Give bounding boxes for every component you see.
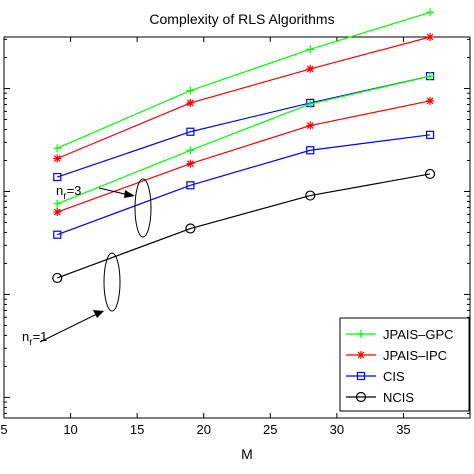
series-line	[57, 173, 431, 279]
series-line	[57, 100, 431, 213]
star-marker	[426, 33, 435, 41]
plus-marker	[306, 45, 315, 54]
nr1-arrowhead	[93, 310, 104, 318]
x-tick-label: 30	[330, 422, 344, 437]
x-tick-label: 15	[130, 422, 144, 437]
square-marker	[53, 230, 62, 239]
x-tick-label: 35	[396, 422, 410, 437]
plus-marker	[186, 146, 195, 155]
plus-marker	[53, 144, 62, 153]
series-circle-6	[52, 168, 436, 284]
nr1-label: nr=1	[22, 329, 47, 348]
star-marker	[357, 351, 365, 359]
x-tick-label: 10	[63, 422, 77, 437]
star-marker	[186, 98, 195, 107]
legend-label: JPAIS–GPC	[383, 327, 454, 342]
x-tick-label: 25	[263, 422, 277, 437]
star-marker	[306, 121, 315, 130]
star-marker	[306, 64, 315, 73]
plus-marker	[53, 199, 62, 208]
x-tick-label: 20	[196, 422, 210, 437]
legend-item: JPAIS–IPC	[346, 348, 447, 363]
star-marker	[53, 154, 62, 163]
legend-label: NCIS	[383, 390, 414, 405]
series-line	[57, 75, 431, 205]
square-marker	[53, 172, 62, 182]
square-marker	[186, 181, 195, 190]
series-line	[57, 134, 431, 236]
nr1-arrow	[39, 311, 102, 343]
nr3-ellipse	[134, 178, 152, 238]
square-marker	[306, 146, 315, 155]
annotations: nr=3 nr=1	[22, 178, 152, 348]
plus-marker	[306, 99, 315, 108]
circle-marker	[52, 272, 63, 284]
legend-label: JPAIS–IPC	[383, 348, 447, 363]
series-layer	[52, 8, 436, 284]
legend: JPAIS–GPC JPAIS–IPC CIS NCIS	[339, 317, 470, 412]
square-marker	[356, 371, 366, 381]
nr3-arrowhead	[124, 190, 135, 198]
legend-item: CIS	[346, 369, 405, 384]
series-star-4	[53, 96, 435, 217]
plus-marker	[426, 72, 435, 81]
x-axis-label: M	[241, 446, 253, 462]
legend-item: JPAIS–GPC	[346, 327, 454, 342]
circle-marker	[424, 168, 436, 180]
nr1-ellipse	[103, 252, 121, 312]
circle-marker	[355, 391, 367, 403]
circle-marker	[185, 223, 196, 234]
plus-marker	[186, 86, 195, 95]
circle-marker	[305, 190, 316, 201]
legend-item: NCIS	[346, 390, 414, 405]
star-marker	[186, 159, 195, 168]
square-marker	[186, 127, 195, 136]
square-marker	[425, 130, 435, 139]
series-star-1	[53, 33, 435, 163]
series-plus-3	[53, 72, 435, 208]
nr3-label: nr=3	[56, 183, 81, 202]
x-axis-ticks: 5 10 15 20 25 30 35	[0, 37, 411, 437]
series-line	[57, 36, 431, 160]
plus-marker	[357, 330, 365, 338]
star-marker	[426, 96, 435, 105]
series-line	[57, 11, 431, 149]
star-marker	[53, 208, 62, 217]
legend-label: CIS	[383, 369, 405, 384]
series-plus-0	[53, 8, 435, 153]
plus-marker	[426, 8, 435, 17]
chart-title: Complexity of RLS Algorithms	[149, 11, 334, 27]
series-square-5	[53, 130, 435, 239]
x-tick-label: 5	[0, 422, 7, 437]
